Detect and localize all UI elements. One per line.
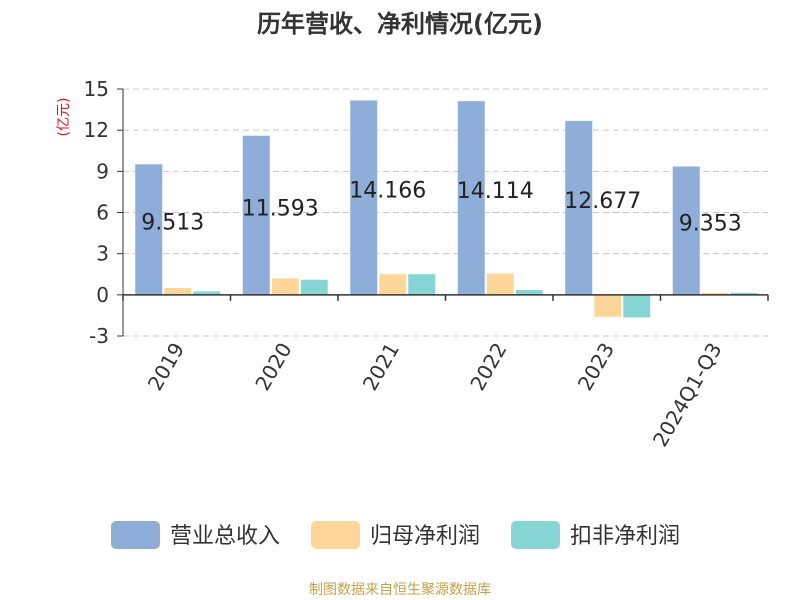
y-axis-label: (亿元): [56, 98, 72, 137]
legend: 营业总收入 归母净利润 扣非净利润: [111, 521, 680, 549]
legend-swatch: [111, 521, 160, 549]
x-tick-label: 2019: [143, 339, 189, 395]
data-labels: 9.513 11.593 14.166 14.114 12.677 9.353: [141, 179, 741, 237]
bar: [135, 164, 163, 295]
x-tick-label: 2023: [573, 339, 619, 395]
bar: [379, 274, 407, 295]
data-label: 14.114: [457, 179, 534, 204]
source-note: 制图数据来自恒生聚源数据库: [309, 582, 491, 598]
data-label: 12.677: [564, 189, 641, 214]
y-tick-label: 12: [84, 118, 109, 142]
bar: [408, 274, 436, 295]
bar: [242, 135, 270, 295]
legend-label: 扣非净利润: [570, 524, 680, 549]
bar: [594, 294, 622, 317]
bar: [701, 292, 729, 295]
data-label: 9.353: [679, 212, 742, 237]
bar: [193, 291, 221, 295]
y-tick-label: 15: [84, 77, 109, 101]
bar: [672, 166, 700, 295]
x-tick-label: 2024Q1-Q3: [648, 339, 727, 451]
bar: [350, 100, 378, 295]
bar: [486, 273, 514, 295]
bars: [135, 100, 758, 318]
x-tick-label: 2022: [465, 339, 511, 395]
legend-label: 营业总收入: [170, 524, 280, 549]
bar: [730, 292, 758, 295]
legend-swatch: [511, 521, 560, 549]
y-tick-label: -3: [89, 324, 109, 348]
bar: [164, 287, 192, 295]
bar: [623, 294, 651, 318]
legend-label: 归母净利润: [370, 524, 480, 549]
bar: [565, 120, 593, 295]
bar: [300, 279, 328, 295]
data-label: 9.513: [141, 211, 204, 236]
y-tick-label: 6: [96, 201, 109, 225]
x-tick-label: 2021: [358, 339, 404, 395]
data-label: 11.593: [242, 196, 319, 221]
y-tick-label: 9: [96, 159, 109, 183]
bar: [515, 290, 543, 295]
legend-swatch: [311, 521, 360, 549]
x-tick-label: 2020: [250, 339, 296, 395]
gridlines: [123, 88, 768, 337]
y-tick-label: 3: [96, 242, 109, 266]
y-tick-label: 0: [96, 283, 109, 307]
bar: [457, 101, 485, 295]
chart-title: 历年营收、净利情况(亿元): [257, 10, 543, 38]
axes: -3 0 3 6 9 12 15 2019 2020 2021 2022 2023 2024Q1-Q3: [84, 77, 769, 451]
bar: [271, 278, 299, 295]
data-label: 14.166: [349, 179, 426, 204]
